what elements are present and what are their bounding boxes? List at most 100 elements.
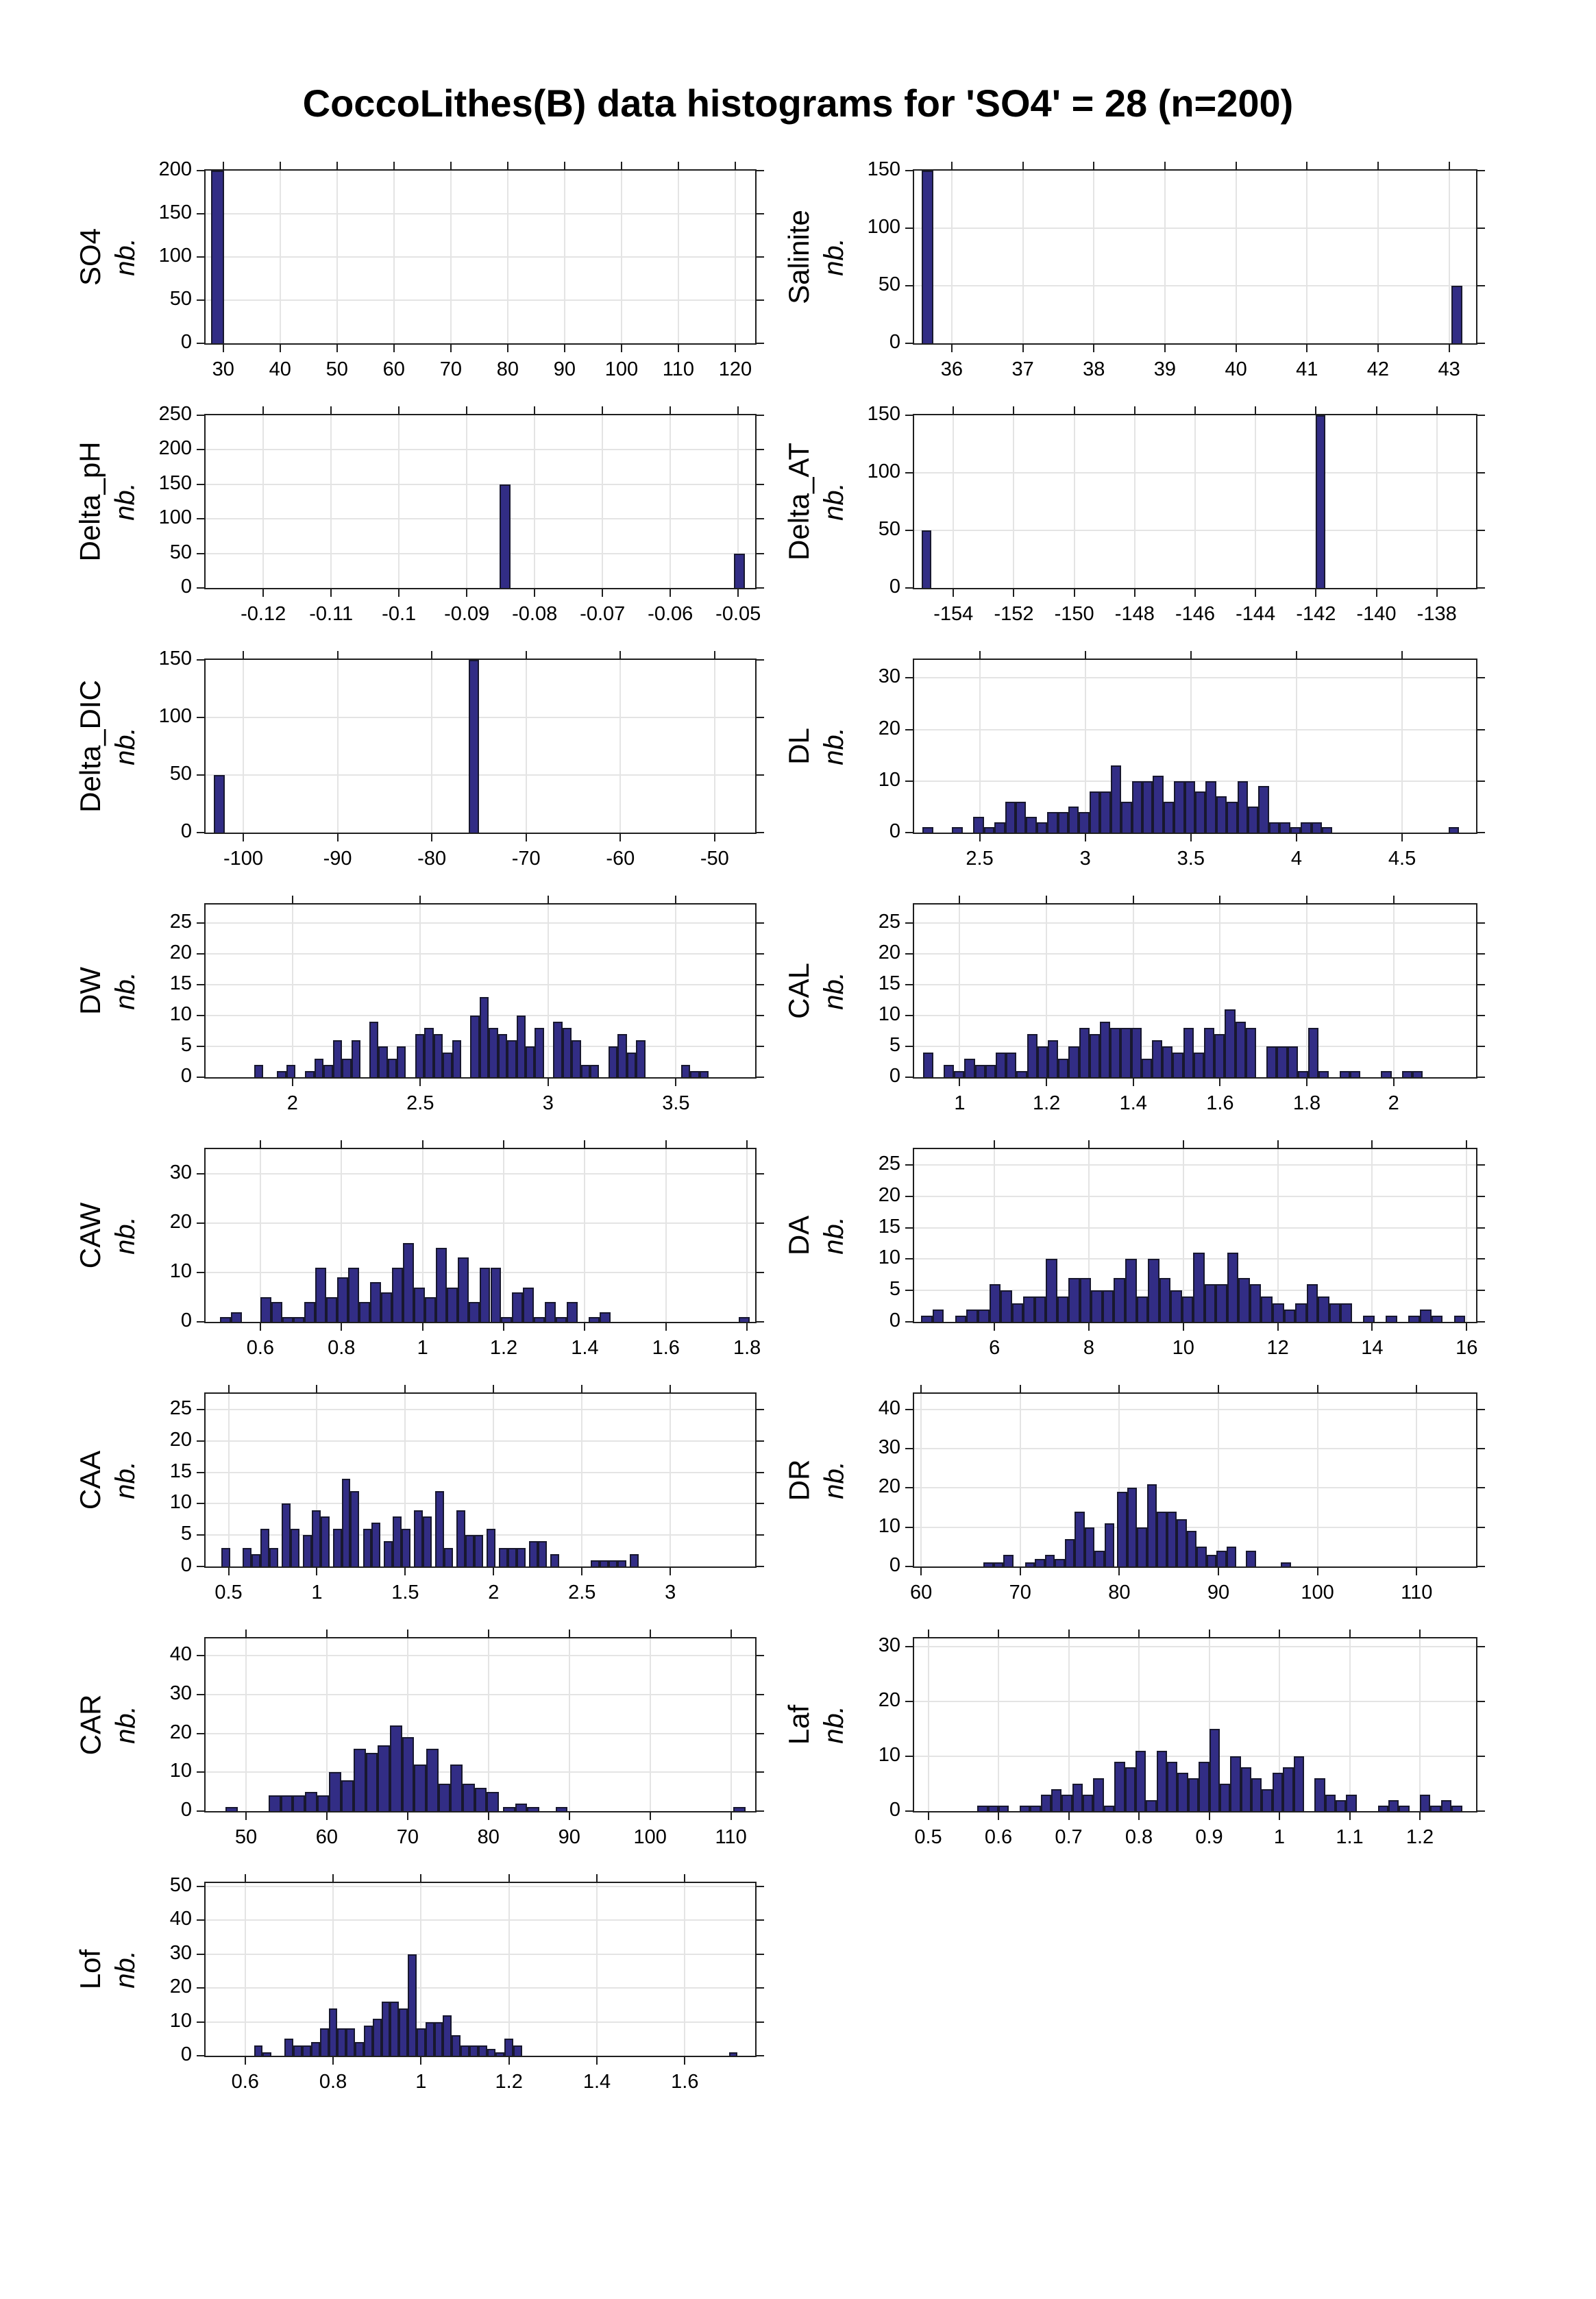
x-gridline: [393, 171, 395, 343]
histogram-bar: [341, 1478, 351, 1566]
x-tick-bottom: [1436, 589, 1438, 597]
y-tick-left: [197, 832, 204, 833]
x-tick-label: 80: [1108, 1582, 1131, 1603]
x-tick-label: -0.05: [715, 603, 761, 625]
histogram-bar: [1141, 1059, 1152, 1077]
x-tick-top: [920, 1385, 922, 1392]
histogram-bar: [922, 171, 933, 343]
x-gridline: [1416, 1394, 1418, 1566]
histogram-bar: [446, 1287, 458, 1322]
x-tick-label: 0.6: [231, 2071, 259, 2093]
x-tick-label: 1.4: [571, 1337, 599, 1359]
x-tick-label: 2.5: [568, 1582, 596, 1603]
histogram-bar: [977, 1806, 988, 1811]
y-gridline: [206, 1503, 755, 1505]
histogram-bar: [966, 1309, 979, 1322]
x-gridline: [316, 1394, 318, 1566]
ylabel-Delta_DIC: Delta_DIC nb.: [18, 659, 196, 834]
x-tick-label: 0.6: [246, 1337, 275, 1359]
histogram-bar: [378, 1046, 388, 1077]
histogram-bar: [1005, 801, 1016, 833]
y-tick-label: 0: [889, 820, 900, 842]
y-tick-label: 100: [158, 245, 192, 267]
histogram-bar: [1440, 1800, 1452, 1811]
x-tick-bottom: [927, 1812, 929, 1820]
x-gridline: [1182, 1149, 1184, 1322]
x-gridline: [670, 415, 672, 588]
y-tick-right: [1477, 228, 1485, 229]
histogram-bar: [1057, 811, 1069, 833]
x-tick-top: [950, 162, 953, 169]
histogram-bar: [739, 1316, 750, 1322]
histogram-bar: [413, 1287, 425, 1322]
y-tick-label: 30: [878, 1436, 900, 1459]
y-tick-left: [197, 1222, 204, 1224]
histogram-bar: [452, 2035, 461, 2056]
histogram-bar: [444, 1547, 454, 1566]
x-tick-top: [332, 1874, 334, 1882]
x-tick-top: [243, 651, 245, 659]
histogram-bar: [1453, 1315, 1466, 1322]
ylabel-variable: DL: [782, 728, 815, 765]
y-gridline: [914, 780, 1476, 782]
x-tick-top: [419, 896, 421, 903]
x-tick-label: 1.2: [489, 1337, 518, 1359]
histogram-bar: [277, 1071, 286, 1077]
y-tick-label: 200: [158, 158, 192, 180]
histogram-bar: [922, 530, 932, 588]
y-tick-left: [197, 1471, 204, 1473]
x-gridline: [1419, 1638, 1421, 1811]
x-tick-label: 42: [1366, 358, 1390, 380]
histogram-bar: [556, 1316, 567, 1322]
histogram-bar: [1408, 1315, 1420, 1322]
x-tick-bottom: [1371, 1323, 1373, 1331]
x-tick-label: -0.09: [444, 603, 490, 625]
ylabel-nb: nb.: [110, 727, 140, 765]
y-tick-right: [1477, 984, 1485, 985]
x-gridline: [665, 1149, 667, 1322]
y-gridline: [206, 1440, 755, 1442]
x-tick-top: [406, 1630, 408, 1637]
histogram-bar: [983, 1562, 994, 1566]
x-tick-label: 36: [940, 358, 963, 380]
y-tick-right: [757, 1173, 764, 1175]
x-tick-bottom: [534, 589, 536, 597]
x-tick-bottom: [503, 1323, 505, 1331]
x-tick-top: [420, 1874, 422, 1882]
x-gridline: [326, 1638, 328, 1811]
y-tick-label: 25: [169, 911, 192, 933]
x-tick-top: [746, 1140, 748, 1148]
x-tick-bottom: [746, 1323, 748, 1331]
histogram-bar: [326, 1297, 337, 1322]
x-gridline: [262, 415, 265, 588]
x-gridline: [1073, 415, 1075, 588]
histogram-bar: [555, 1807, 568, 1811]
x-tick-label: 110: [715, 1826, 747, 1848]
histogram-bar: [319, 2028, 329, 2056]
histogram-bar: [501, 1316, 513, 1322]
histogram-bar: [1040, 1795, 1051, 1811]
histogram-bar: [983, 827, 995, 833]
y-tick-left: [197, 1015, 204, 1016]
ylabel-Delta_AT: Delta_AT nb.: [726, 414, 905, 589]
x-tick-label: 50: [234, 1826, 258, 1848]
x-gridline: [1377, 171, 1379, 343]
x-tick-top: [398, 406, 400, 414]
x-tick-label: 100: [1301, 1582, 1334, 1603]
histogram-bar: [1266, 1046, 1277, 1077]
histogram-bar: [1162, 1046, 1173, 1077]
histogram-bar: [1030, 1806, 1041, 1811]
histogram-bar: [457, 1257, 469, 1322]
histogram-bar: [346, 2028, 356, 2056]
histogram-bar: [537, 1541, 547, 1566]
histogram-bar: [1321, 827, 1333, 833]
histogram-bar: [280, 1795, 293, 1811]
histogram-bar: [1287, 1046, 1298, 1077]
x-tick-bottom: [1046, 1079, 1048, 1086]
y-gridline: [206, 953, 755, 955]
histogram-bar: [1167, 1762, 1178, 1811]
x-tick-bottom: [596, 2057, 598, 2065]
histogram-bar: [402, 1737, 415, 1811]
x-gridline: [487, 1638, 489, 1811]
histogram-bar: [1290, 827, 1301, 833]
